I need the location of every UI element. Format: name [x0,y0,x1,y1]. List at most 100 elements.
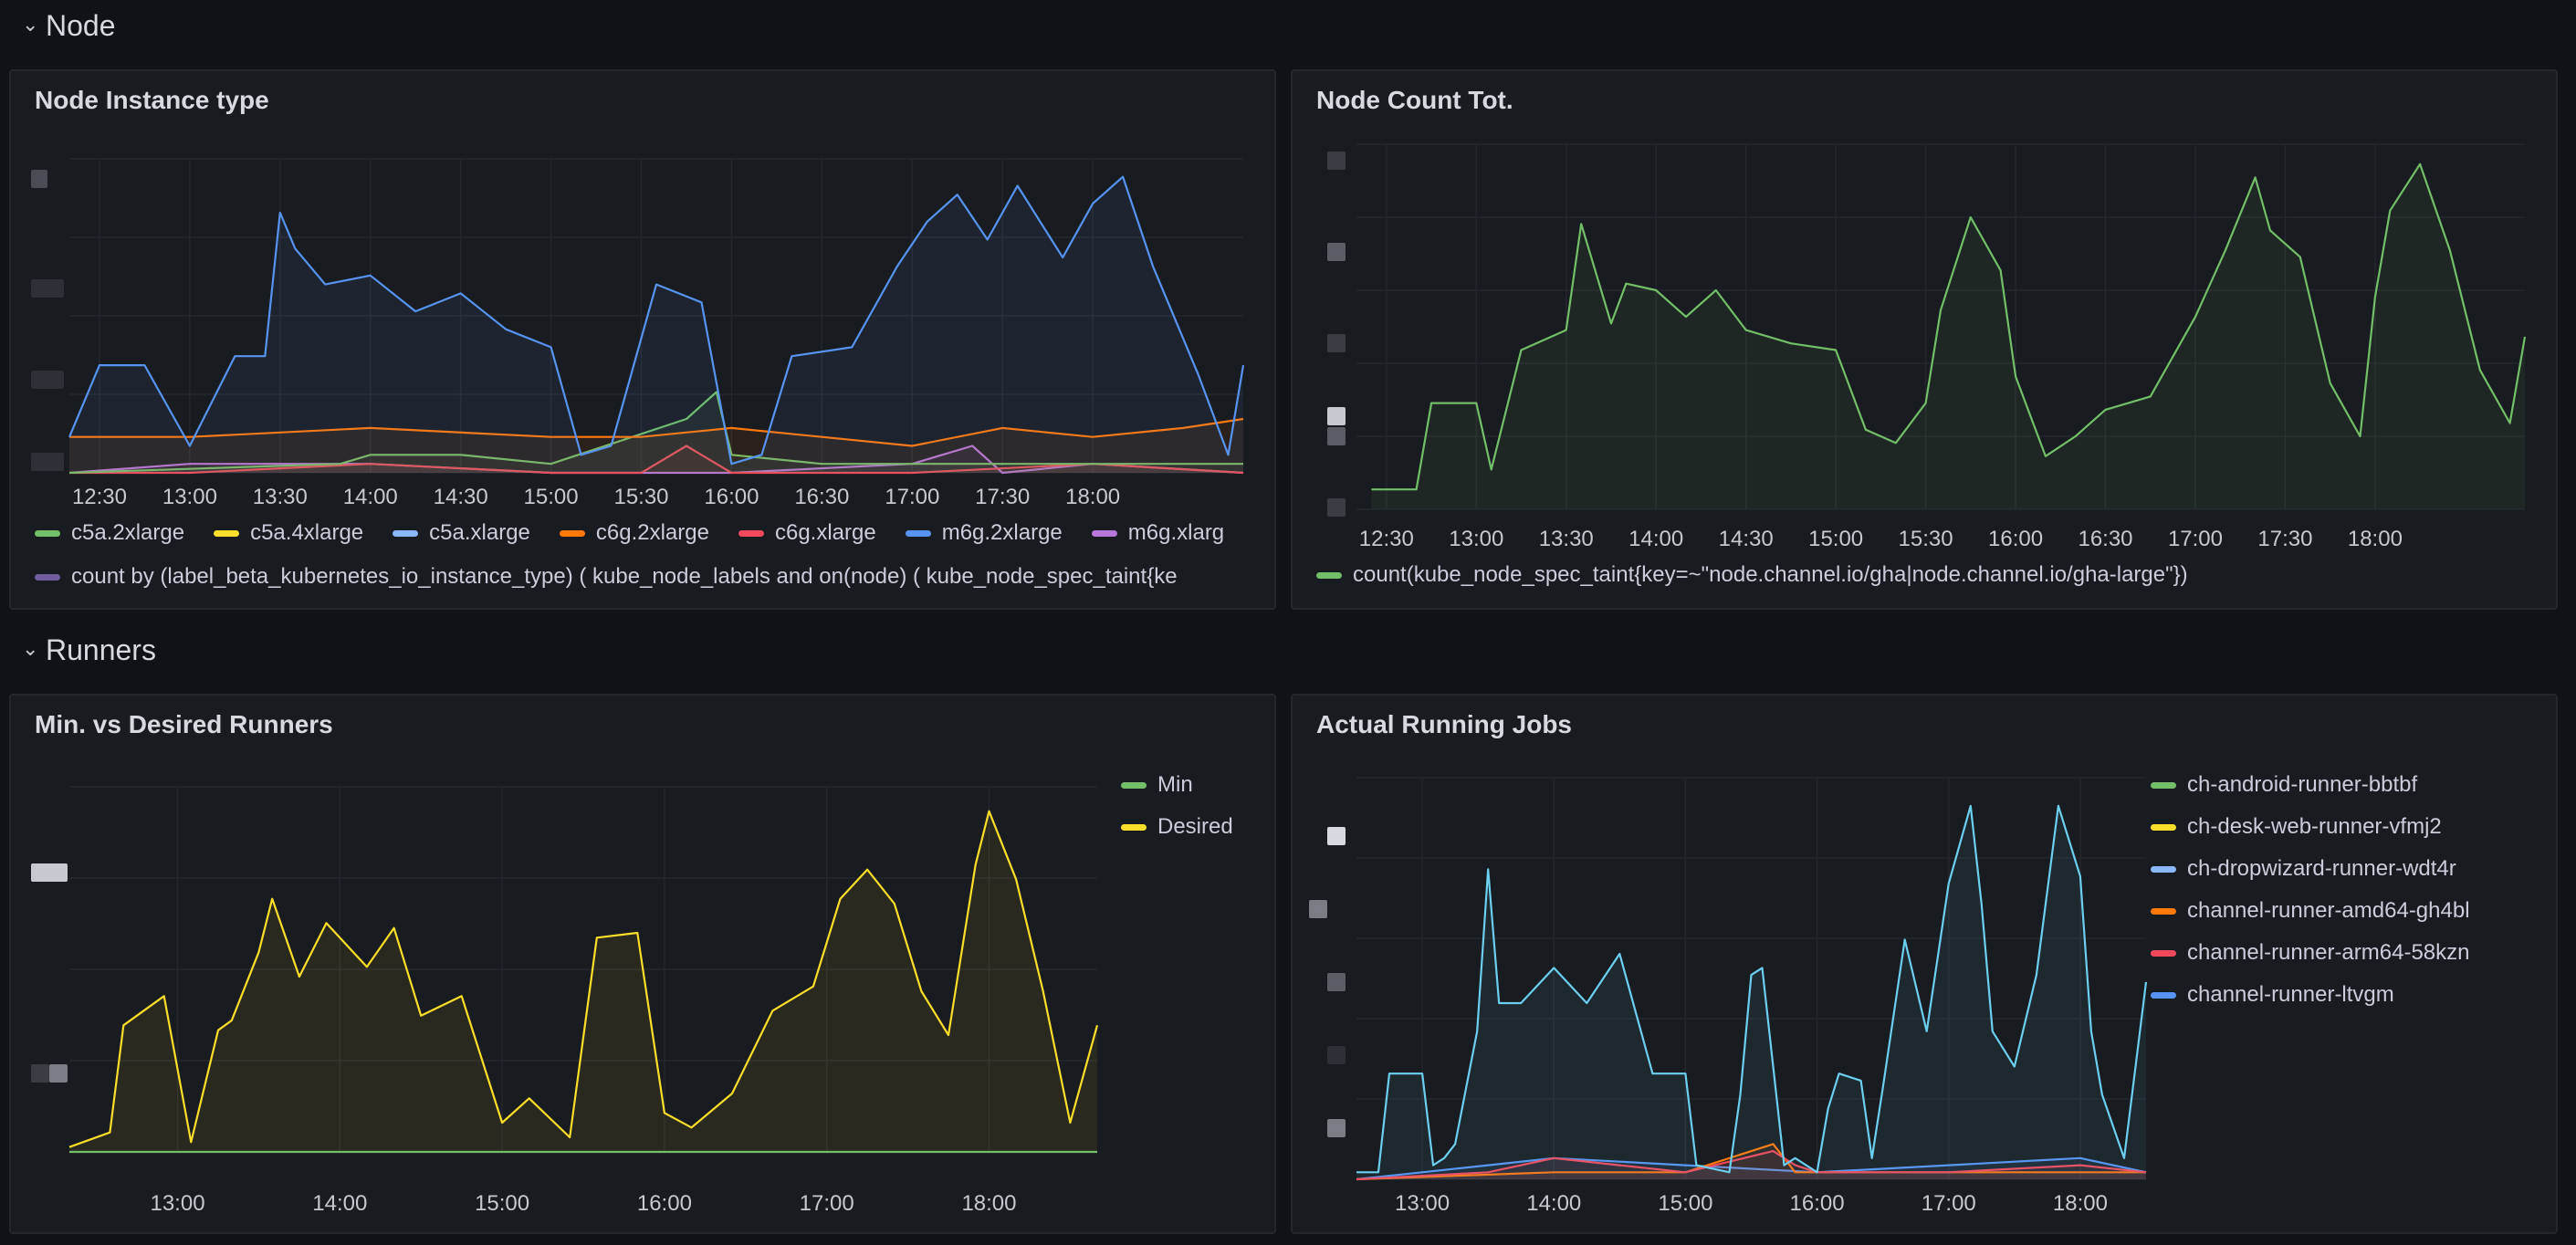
legend-swatch [2151,949,2176,957]
panel-actual-running-jobs[interactable]: Actual Running Jobs 13:00 14:00 15:00 16:00… [1291,694,2558,1234]
series-area [69,176,1243,473]
series-area [69,392,1243,473]
series-line[interactable] [1356,804,2148,1174]
legend-item[interactable]: channel-runner-amd64-gh4bl [2151,898,2470,924]
legend-item[interactable]: ch-desk-web-runner-vfmj2 [2151,814,2470,840]
x-tick-label: 18:00 [2053,1191,2108,1216]
chart-min-vs-desired[interactable]: 13:00 14:00 15:00 16:00 17:00 18:00 [11,696,1276,1234]
chart-actual-running-jobs[interactable]: 13:00 14:00 15:00 16:00 17:00 18:00 [1293,696,2558,1234]
legend-item[interactable]: ch-android-runner-bbtbf [2151,772,2470,798]
x-tick-label: 18:00 [2348,527,2403,551]
chart-node-count[interactable]: 12:30 13:00 13:30 14:00 14:30 15:00 15:30 16:00… [1293,71,2558,610]
legend-swatch [214,529,240,537]
legend-label: count(kube_node_spec_taint{key=~"node.ch… [1353,562,2188,587]
series-line[interactable] [68,175,1245,466]
legend-swatch [905,529,931,537]
legend-item[interactable]: Desired [1121,814,1233,840]
series-line[interactable] [69,417,1244,447]
x-tick-label: 14:30 [434,485,488,509]
series-line[interactable] [1371,162,2527,491]
legend-item[interactable]: channel-runner-ltvgm [2151,982,2470,1008]
x-tick-label: 16:00 [1790,1191,1845,1216]
legend-swatch [35,529,60,537]
series-line[interactable] [68,445,1244,475]
panel-min-vs-desired[interactable]: Min. vs Desired Runners 13:00 14:00 15:00 1… [9,694,1276,1234]
legend-swatch [1091,529,1117,537]
legend-item[interactable]: m6g.2xlarge [905,520,1063,546]
x-tick-label: 15:00 [1658,1191,1712,1216]
series-area [69,445,1243,473]
legend-label: channel-runner-ltvgm [2187,982,2394,1007]
legend-item[interactable]: count(kube_node_spec_taint{key=~"node.ch… [1316,562,2188,588]
x-tick-label: 12:30 [1359,527,1414,551]
x-tick-label: 13:00 [1395,1191,1450,1216]
legend-label: c5a.xlarge [429,520,530,545]
legend-item[interactable]: ch-dropwizard-runner-wdt4r [2151,856,2470,882]
x-tick-label: 18:00 [1065,485,1120,509]
legend: count(kube_node_spec_taint{key=~"node.ch… [1316,562,2188,588]
legend: c5a.2xlarge c5a.4xlarge c5a.xlarge c6g.2xla… [35,520,1267,590]
legend-swatch [559,529,585,537]
x-tick-label: 13:00 [150,1191,204,1216]
legend-label: Desired [1157,814,1233,839]
row-title: Node [46,9,116,42]
x-tick-label: 15:00 [1808,527,1863,551]
y-axis-label-redacted [49,1064,68,1083]
chart-node-instance-type[interactable]: 12:30 13:00 13:30 14:00 14:30 15:00 15:30 16:00… [11,71,1276,610]
x-tick-label: 12:30 [72,485,127,509]
x-tick-label: 17:00 [800,1191,854,1216]
x-tick-label: 14:00 [1628,527,1683,551]
legend-item[interactable]: c6g.2xlarge [559,520,709,546]
y-axis-label-redacted [31,453,64,471]
y-axis-label-redacted [1309,900,1327,918]
series-line[interactable] [1356,1156,2147,1181]
legend-label: channel-runner-amd64-gh4bl [2187,898,2470,923]
y-axis-label-redacted [1327,334,1346,352]
series-line[interactable] [68,391,1243,475]
series-area [1356,805,2146,1179]
series-line[interactable] [68,810,1099,1148]
panel-node-count[interactable]: Node Count Tot. 12:30 13:00 13:30 14:00 14:3… [1291,69,2558,610]
legend-item[interactable]: c5a.2xlarge [35,520,184,546]
series-line[interactable] [69,445,1244,475]
y-axis-label-redacted [1327,152,1346,170]
x-tick-label: 16:00 [704,485,759,509]
x-tick-label: 17:00 [885,485,939,509]
legend-label: ch-dropwizard-runner-wdt4r [2187,856,2456,881]
legend-label: count by (label_beta_kubernetes_io_insta… [71,564,1178,589]
legend-item[interactable]: c5a.xlarge [393,520,530,546]
y-axis-label-redacted [31,863,68,882]
legend-swatch [1121,823,1147,831]
legend-label: m6g.xlarg [1127,520,1225,545]
series-line[interactable] [1356,1150,2147,1181]
y-axis-label-redacted [1327,827,1346,845]
row-header-runners[interactable]: ⌄ Runners [22,633,156,667]
panel-title: Min. vs Desired Runners [35,710,333,738]
legend-item[interactable]: count by (label_beta_kubernetes_io_insta… [35,564,1267,590]
panel-node-instance-type[interactable]: Node Instance type 12:30 13:00 13:30 14:00 1… [9,69,1276,610]
series-area [1356,1144,2146,1179]
y-axis-label-redacted [31,279,64,298]
legend-swatch [1121,781,1147,789]
legend-swatch [2151,781,2176,789]
legend-label: ch-android-runner-bbtbf [2187,772,2418,797]
x-tick-label: 13:30 [253,485,308,509]
legend-item[interactable]: m6g.xlarg [1091,520,1225,546]
legend-label: m6g.2xlarge [941,520,1063,545]
x-tick-label: 17:00 [1922,1191,1976,1216]
row-header-node[interactable]: ⌄ Node [22,9,116,43]
legend-item[interactable]: c5a.4xlarge [214,520,363,546]
y-axis-label-redacted [1327,973,1346,991]
x-tick-label: 17:30 [2257,527,2312,551]
legend-item[interactable]: c6g.xlarge [738,520,876,546]
legend-item[interactable]: Min [1121,772,1233,798]
panel-title: Actual Running Jobs [1316,710,1572,738]
legend-item[interactable]: channel-runner-arm64-58kzn [2151,940,2470,966]
series-area [69,419,1243,473]
legend-swatch [393,529,419,537]
x-tick-label: 16:00 [1988,527,2043,551]
x-tick-label: 14:30 [1719,527,1774,551]
legend-swatch [738,529,764,537]
legend-swatch [2151,823,2176,831]
legend-swatch [2151,991,2176,999]
